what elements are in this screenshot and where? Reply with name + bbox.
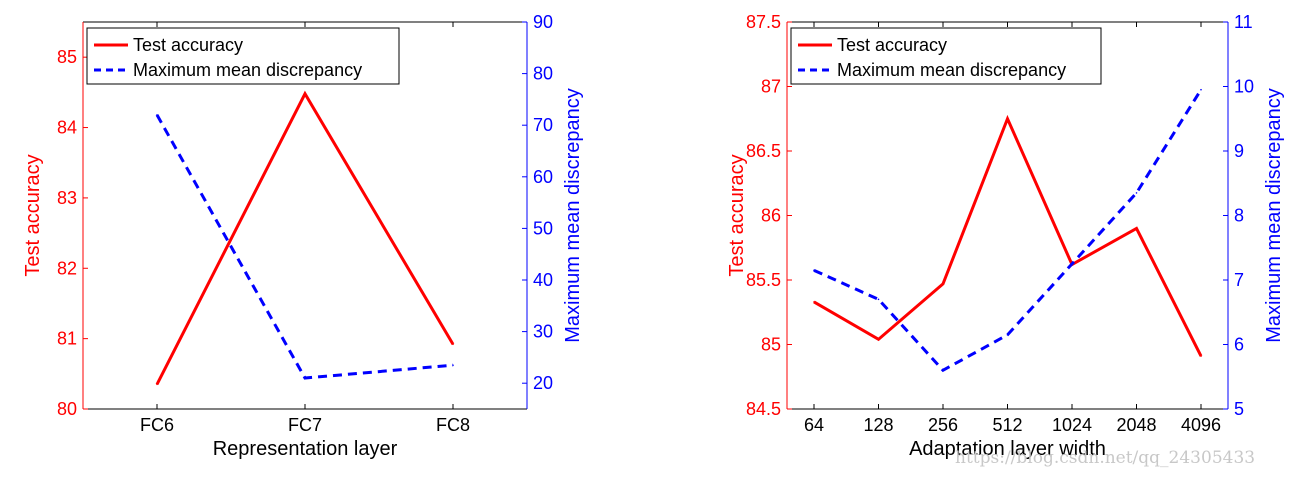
y-left-tick-label: 84.5 xyxy=(746,399,781,419)
legend-box xyxy=(790,27,1102,85)
y-right-tick-label: 20 xyxy=(533,373,553,393)
point-mmd xyxy=(877,298,880,301)
y-left-tick-label: 82 xyxy=(57,258,77,278)
point-test-accuracy xyxy=(1135,227,1138,230)
x-tick-label: 256 xyxy=(928,415,958,435)
chart-adaptation-layer-width: 64 128 256 512 1024 2048 409684.58585.58686.58… xyxy=(726,12,1285,460)
point-mmd xyxy=(942,369,944,372)
point-test-accuracy xyxy=(813,301,815,303)
y-left-axis-label: Test accuracy xyxy=(726,154,748,276)
x-tick-label: FC8 xyxy=(436,415,470,435)
y-right-tick-label: 10 xyxy=(1234,77,1254,97)
y-right-tick-label: 5 xyxy=(1234,399,1244,419)
x-tick-label: 64 xyxy=(804,415,824,435)
point-test-accuracy xyxy=(942,283,944,285)
point-test-accuracy xyxy=(1200,355,1202,357)
y-left-tick-label: 86 xyxy=(761,206,781,226)
y-left-tick-label: 85.5 xyxy=(746,270,781,290)
point-mmd xyxy=(1071,263,1073,265)
legend-label: Maximum mean discrepancy xyxy=(837,60,1066,80)
y-right-axis-label: Maximum mean discrepancy xyxy=(562,88,584,343)
x-tick-label: 512 xyxy=(992,415,1022,435)
y-left-tick-label: 85 xyxy=(57,47,77,67)
plot-area xyxy=(787,22,1228,409)
legend-box xyxy=(86,27,400,85)
point-mmd xyxy=(156,114,158,116)
chart-representation-layer: FC6 FC7 FC8 80 81 82 83 84 85 20 30 40 50 60 70 80 90 Rep… xyxy=(22,12,584,460)
point-mmd xyxy=(1200,88,1202,91)
x-tick-label: FC7 xyxy=(288,415,322,435)
point-mmd xyxy=(452,364,454,366)
point-test-accuracy xyxy=(304,92,306,95)
y-left-tick-label: 81 xyxy=(57,329,77,349)
legend-label: Test accuracy xyxy=(837,35,947,55)
x-tick-label: 2048 xyxy=(1116,415,1156,435)
y-right-tick-label: 50 xyxy=(533,218,553,238)
y-right-tick-label: 8 xyxy=(1234,206,1244,226)
legend-label: Maximum mean discrepancy xyxy=(133,60,362,80)
point-test-accuracy xyxy=(452,343,454,346)
x-tick-label: 1024 xyxy=(1052,415,1092,435)
y-right-tick-label: 60 xyxy=(533,167,553,187)
y-right-tick-label: 7 xyxy=(1234,270,1244,290)
x-axis-label: Representation layer xyxy=(213,438,398,460)
y-left-tick-label: 83 xyxy=(57,188,77,208)
point-mmd xyxy=(1006,334,1009,336)
y-left-axis-label: Test accuracy xyxy=(22,154,44,276)
y-left-tick-label: 84 xyxy=(57,118,77,138)
point-test-accuracy xyxy=(1006,117,1009,120)
y-right-tick-label: 90 xyxy=(533,12,553,32)
x-axis-label: Adaptation layer width xyxy=(909,438,1106,460)
x-tick-label: FC6 xyxy=(140,415,174,435)
y-right-tick-label: 80 xyxy=(533,64,553,84)
y-right-tick-label: 30 xyxy=(533,322,553,342)
x-tick-label: 4096 xyxy=(1181,415,1221,435)
y-right-axis-label: Maximum mean discrepancy xyxy=(1263,88,1285,343)
point-mmd xyxy=(304,377,306,379)
point-test-accuracy xyxy=(156,383,158,386)
y-right-tick-label: 11 xyxy=(1234,12,1253,32)
point-mmd xyxy=(1135,192,1138,194)
point-test-accuracy xyxy=(877,338,880,341)
y-right-tick-label: 40 xyxy=(533,270,553,290)
watermark-text: https://blog.csdn.net/qq_24305433 xyxy=(955,448,1256,468)
legend-label: Test accuracy xyxy=(133,35,243,55)
y-left-tick-label: 80 xyxy=(57,399,77,419)
y-left-tick-label: 85 xyxy=(761,335,781,355)
y-right-tick-label: 6 xyxy=(1234,335,1244,355)
y-left-tick-label: 87 xyxy=(761,77,781,97)
y-right-tick-label: 70 xyxy=(533,115,553,135)
x-tick-label: 128 xyxy=(863,415,893,435)
y-left-tick-label: 87.5 xyxy=(746,12,781,32)
y-left-tick-label: 86.5 xyxy=(746,141,781,161)
point-mmd xyxy=(813,269,815,272)
y-right-tick-label: 9 xyxy=(1234,141,1244,161)
